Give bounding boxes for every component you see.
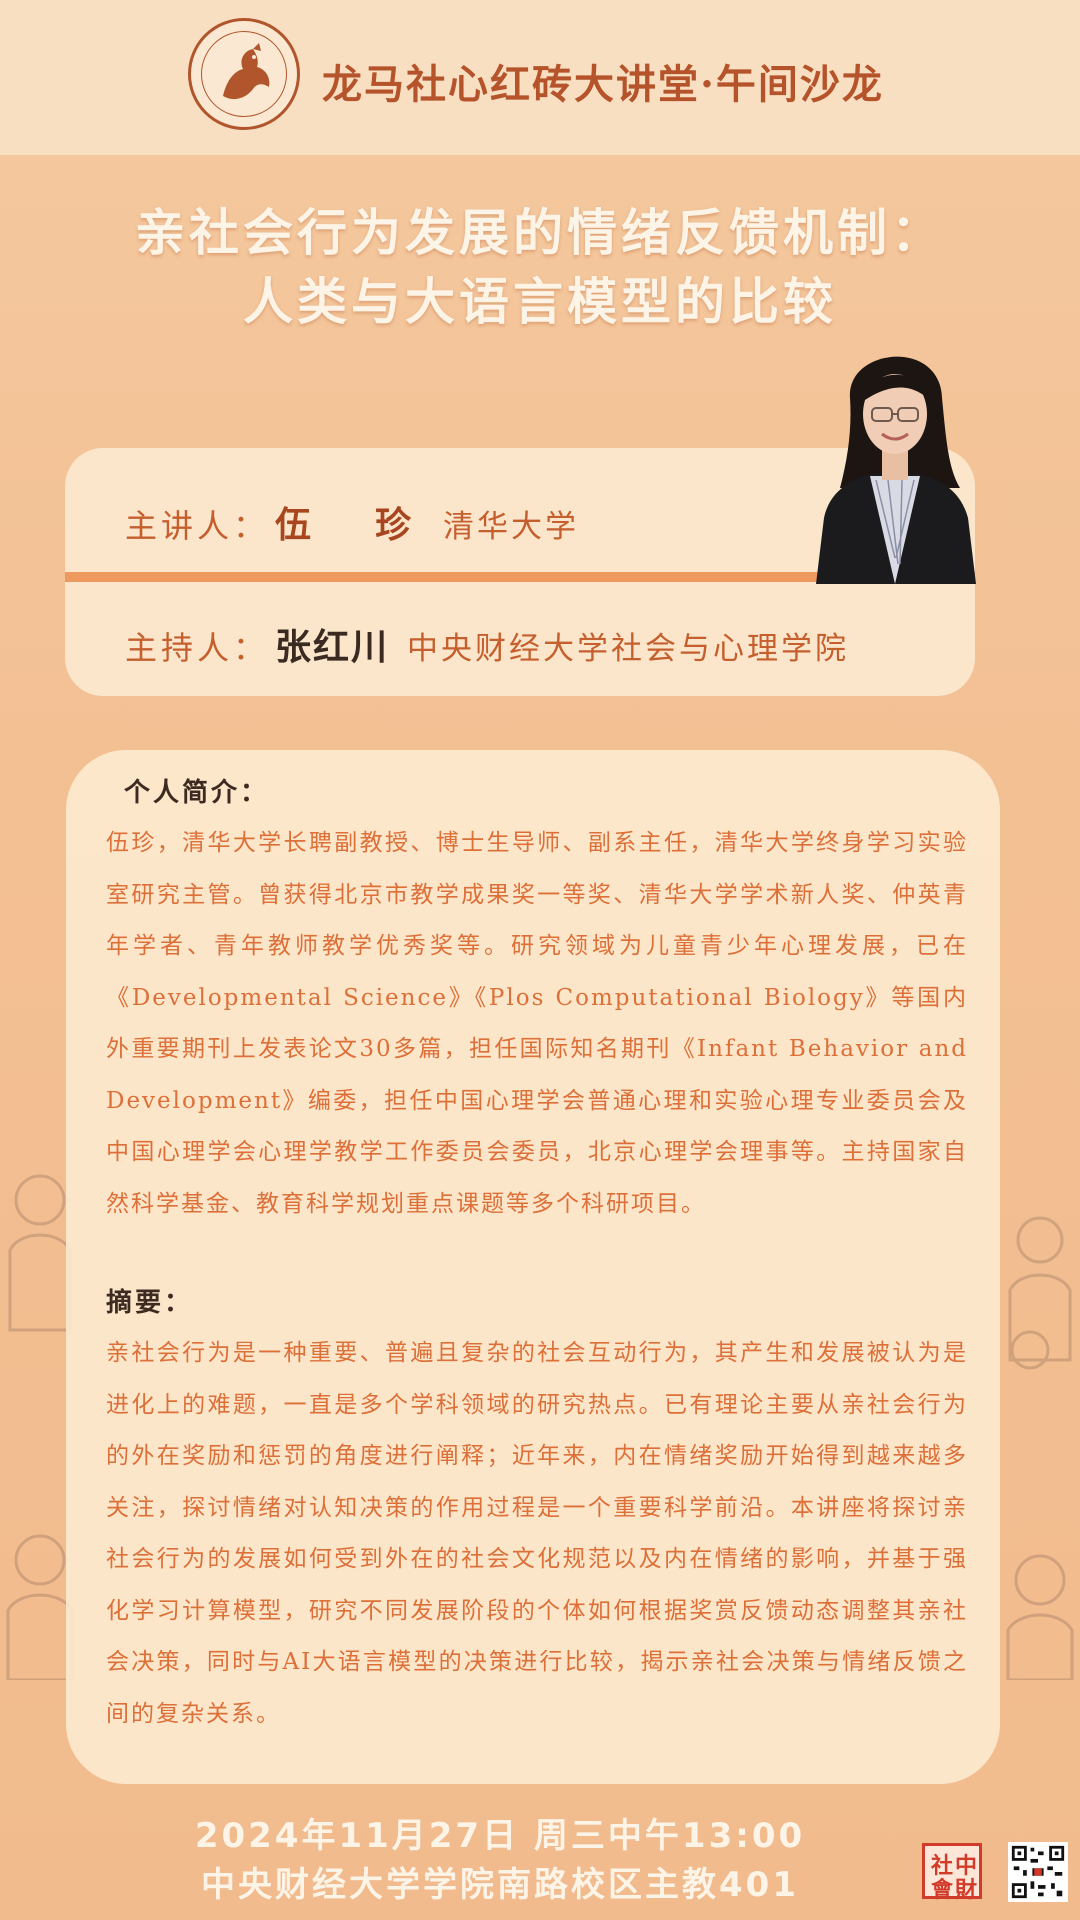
school-seal-logo: 社中 會財 — [922, 1843, 982, 1903]
speaker-portrait — [816, 356, 976, 584]
host-row: 主持人： 张红川 中央财经大学社会与心理学院 — [125, 618, 849, 670]
abstract-heading: 摘要： — [106, 1288, 194, 1318]
host-label: 主持人： — [125, 629, 270, 667]
lecture-title-line-2: 人类与大语言模型的比较 — [243, 273, 837, 331]
header-band: 龙马社心红砖大讲堂·午间沙龙 — [0, 0, 1080, 155]
host-name: 张红川 — [275, 626, 390, 668]
speaker-row: 主讲人：伍 珍清华大学 — [125, 496, 579, 548]
bio-card: 个人简介： 伍珍，清华大学长聘副教授、博士生导师、副系主任，清华大学终身学习实验… — [66, 750, 1000, 1784]
bio-heading: 个人简介： — [124, 778, 270, 808]
lecture-title-line-1: 亲社会行为发展的情绪反馈机制： — [135, 204, 945, 262]
host-org: 中央财经大学社会与心理学院 — [407, 631, 850, 667]
bio-text: 伍珍，清华大学长聘副教授、博士生导师、副系主任，清华大学终身学习实验室研究主管。… — [106, 830, 968, 1217]
event-venue: 中央财经大学学院南路校区主教401 — [201, 1865, 799, 1905]
dragon-horse-emblem-icon — [223, 43, 270, 100]
series-title: 龙马社心红砖大讲堂·午间沙龙 — [322, 61, 884, 108]
speaker-label: 主讲人： — [125, 507, 270, 545]
university-logo — [188, 18, 300, 130]
qr-code[interactable] — [1008, 1842, 1068, 1902]
abstract-text: 亲社会行为是一种重要、普遍且复杂的社会互动行为，其产生和发展被认为是进化上的难题… — [106, 1340, 968, 1727]
event-datetime: 2024年11月27日 周三中午13:00 — [194, 1816, 806, 1856]
speaker-divider — [65, 572, 975, 582]
speaker-name: 伍 珍 — [275, 504, 426, 546]
speaker-org: 清华大学 — [443, 509, 580, 545]
